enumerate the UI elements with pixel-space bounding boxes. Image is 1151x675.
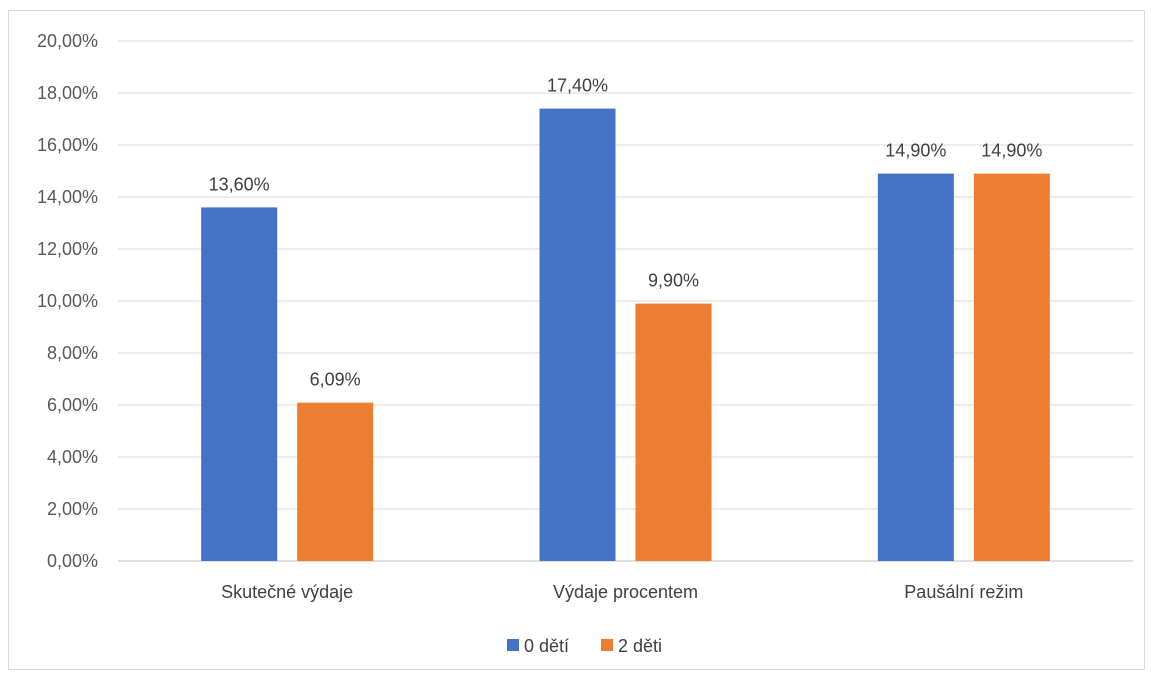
bar-series-2: [635, 303, 712, 561]
y-axis-tick-labels: 0,00% 2,00% 4,00% 6,00% 8,00% 10,00% 12,00% 14,…: [37, 31, 98, 571]
legend-label: 0 dětí: [524, 636, 569, 656]
y-tick-label: 16,00%: [37, 135, 98, 155]
bar-series-2: [973, 173, 1050, 561]
x-axis-category-labels: Skutečné výdaje Výdaje procentem Paušální …: [221, 582, 1023, 602]
gridlines: [118, 40, 1133, 562]
data-label: 14,90%: [885, 141, 946, 161]
data-label: 9,90%: [648, 271, 699, 291]
bars: [201, 108, 1050, 561]
y-tick-label: 18,00%: [37, 83, 98, 103]
legend-swatch: [507, 639, 519, 651]
data-label: 14,90%: [981, 141, 1042, 161]
data-label: 6,09%: [310, 370, 361, 390]
x-category-label: Skutečné výdaje: [221, 582, 353, 602]
y-tick-label: 4,00%: [47, 447, 98, 467]
y-tick-label: 12,00%: [37, 239, 98, 259]
legend-label: 2 děti: [618, 636, 662, 656]
y-tick-label: 2,00%: [47, 499, 98, 519]
bar-series-1: [539, 108, 616, 561]
data-label: 17,40%: [547, 76, 608, 96]
y-tick-label: 14,00%: [37, 187, 98, 207]
x-category-label: Paušální režim: [904, 582, 1023, 602]
y-tick-label: 6,00%: [47, 395, 98, 415]
y-tick-label: 20,00%: [37, 31, 98, 51]
bar-series-2: [297, 402, 374, 561]
bar-series-1: [877, 173, 954, 561]
y-tick-label: 10,00%: [37, 291, 98, 311]
data-labels: 13,60% 6,09% 17,40% 9,90% 14,90% 14,90%: [209, 76, 1043, 390]
legend: 0 dětí 2 děti: [507, 636, 662, 656]
y-tick-label: 0,00%: [47, 551, 98, 571]
x-category-label: Výdaje procentem: [553, 582, 698, 602]
data-label: 13,60%: [209, 174, 270, 194]
y-tick-label: 8,00%: [47, 343, 98, 363]
bar-series-1: [201, 207, 278, 561]
legend-swatch: [601, 639, 613, 651]
